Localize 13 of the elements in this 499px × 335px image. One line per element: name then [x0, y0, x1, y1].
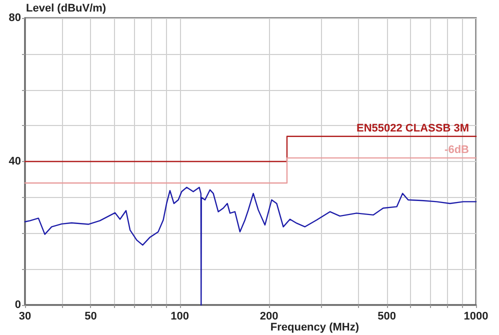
series-label: EN55022 CLASSB 3M: [356, 122, 469, 134]
x-tick-label: 1000: [464, 310, 488, 322]
y-axis-title: Level (dBuV/m): [26, 2, 106, 14]
y-tick-label: 40: [8, 156, 21, 168]
x-tick-label: 100: [170, 310, 190, 322]
x-tick-label: 50: [84, 310, 97, 322]
series-label: -6dB: [444, 144, 470, 156]
x-tick-label: 30: [18, 310, 32, 322]
x-tick-label: 500: [378, 310, 396, 322]
x-axis-title: Frequency (MHz): [270, 322, 360, 334]
y-tick-label: 0: [14, 299, 21, 311]
x-tick-label: 200: [260, 310, 278, 322]
y-tick-label: 80: [8, 12, 21, 24]
